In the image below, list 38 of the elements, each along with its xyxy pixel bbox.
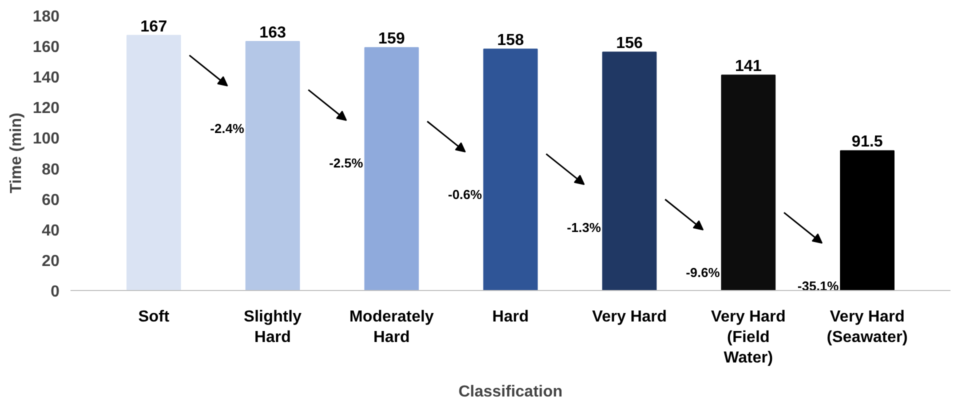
data-label: 159 (378, 30, 406, 48)
data-label: 163 (259, 24, 286, 42)
data-label: 158 (497, 32, 524, 50)
y-tick-label: 0 (50, 284, 60, 300)
data-label: 91.5 (852, 134, 883, 151)
y-axis-title: Time (min) (8, 112, 25, 194)
bar (721, 74, 776, 290)
y-tick-label: 180 (32, 8, 60, 26)
y-tick-label: 140 (32, 70, 60, 87)
x-tick-label: Very Hard (Field Water) (710, 308, 786, 366)
annotation: -2.5% (329, 156, 364, 171)
bar (840, 150, 895, 290)
annotation: -2.4% (210, 121, 245, 136)
bar (126, 34, 181, 290)
x-tick-label: Slightly Hard (244, 308, 302, 346)
x-tick-label: Soft (138, 308, 170, 326)
y-tick-label: 160 (32, 39, 60, 56)
y-tick-label: 40 (42, 222, 60, 240)
y-tick-label: 20 (42, 252, 60, 270)
bar (602, 52, 657, 290)
x-tick-label: Very Hard (Seawater) (826, 308, 908, 346)
annotation: -0.6% (448, 187, 482, 202)
bar (245, 40, 300, 290)
x-axis-title: Classification (458, 383, 563, 400)
y-tick-label: 120 (32, 100, 60, 118)
x-tick-label: Very Hard (592, 308, 667, 326)
y-tick-label: 100 (32, 130, 60, 148)
x-tick-label: Moderately Hard (349, 308, 434, 346)
bar (483, 48, 538, 290)
bar (364, 47, 419, 290)
y-tick-label: 80 (42, 161, 60, 178)
annotation: -1.3% (566, 220, 602, 235)
data-label: 141 (734, 58, 762, 76)
y-tick-label: 60 (42, 192, 60, 209)
data-label: 156 (616, 35, 643, 52)
data-label: 167 (140, 18, 168, 36)
x-tick-label: Hard (492, 308, 529, 326)
annotation: -9.6% (686, 265, 720, 280)
